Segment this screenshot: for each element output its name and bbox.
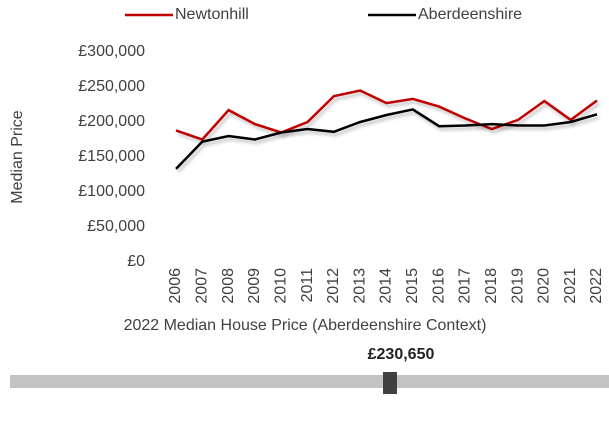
y-tick-label: £150,000 [78, 148, 145, 165]
x-tick-label: 2015 [404, 268, 421, 304]
slider-value: £230,650 [368, 346, 435, 363]
x-tick-label: 2016 [430, 268, 447, 304]
slider-track[interactable] [10, 375, 609, 388]
x-tick-label: 2009 [246, 268, 263, 304]
slider-title: 2022 Median House Price (Aberdeenshire C… [124, 317, 487, 334]
x-tick-label: 2022 [588, 268, 605, 304]
y-tick-label: £200,000 [78, 113, 145, 130]
y-tick-label: £250,000 [78, 78, 145, 95]
x-tick-label: 2017 [457, 268, 474, 304]
x-tick-label: 2006 [167, 268, 184, 304]
x-tick-label: 2021 [562, 268, 579, 304]
legend-label: Aberdeenshire [418, 6, 522, 23]
x-tick-label: 2008 [220, 268, 237, 304]
y-tick-label: £100,000 [78, 183, 145, 200]
x-tick-label: 2011 [299, 268, 316, 303]
y-tick-label: £50,000 [87, 218, 145, 235]
y-tick-label: £300,000 [78, 43, 145, 60]
slider-thumb[interactable] [383, 372, 397, 394]
x-tick-label: 2020 [536, 268, 553, 304]
x-tick-label: 2012 [325, 268, 342, 304]
series-line [175, 108, 598, 170]
y-axis-title: Median Price [9, 110, 26, 203]
x-tick-label: 2018 [483, 268, 500, 304]
x-tick-label: 2013 [351, 268, 368, 304]
series-line [175, 89, 598, 141]
y-tick-label: £0 [127, 253, 145, 270]
x-tick-label: 2010 [272, 268, 289, 304]
x-tick-label: 2014 [378, 268, 395, 304]
x-tick-label: 2007 [194, 268, 211, 304]
x-tick-label: 2019 [509, 268, 526, 304]
legend-label: Newtonhill [175, 6, 249, 23]
